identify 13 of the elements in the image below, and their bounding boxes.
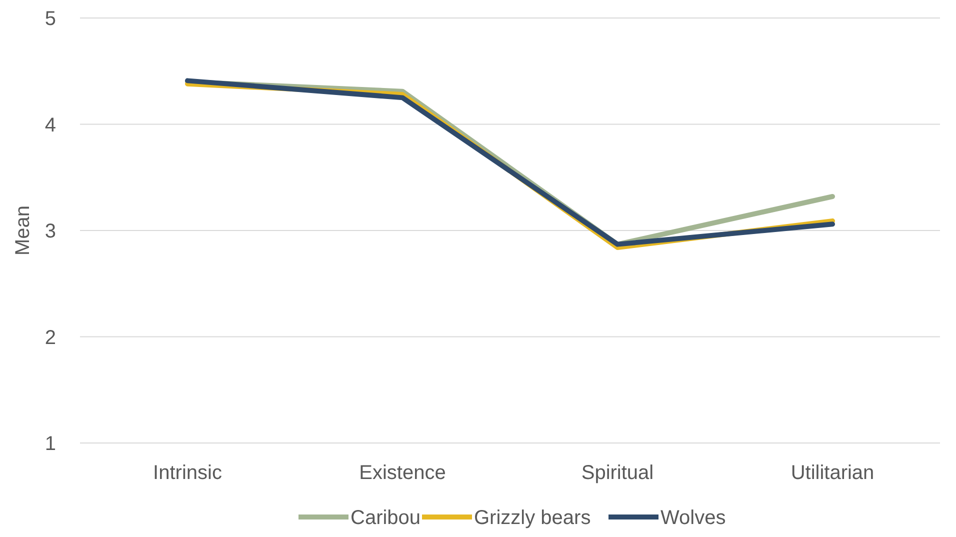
y-axis-title: Mean	[12, 205, 34, 256]
y-tick-label: 2	[44, 326, 56, 349]
y-tick-label: 3	[44, 220, 56, 242]
y-tick-label: 5	[44, 8, 56, 30]
x-tick-label: Existence	[359, 462, 446, 484]
legend-label: Grizzly bears	[474, 507, 591, 529]
y-tick-label: 1	[44, 433, 56, 455]
legend-label: Wolves	[660, 507, 726, 529]
x-tick-label: Utilitarian	[790, 462, 874, 484]
x-tick-label: Spiritual	[581, 462, 654, 484]
legend-label: Caribou	[350, 507, 421, 529]
y-tick-label: 4	[44, 114, 56, 136]
x-tick-label: Intrinsic	[153, 462, 222, 484]
